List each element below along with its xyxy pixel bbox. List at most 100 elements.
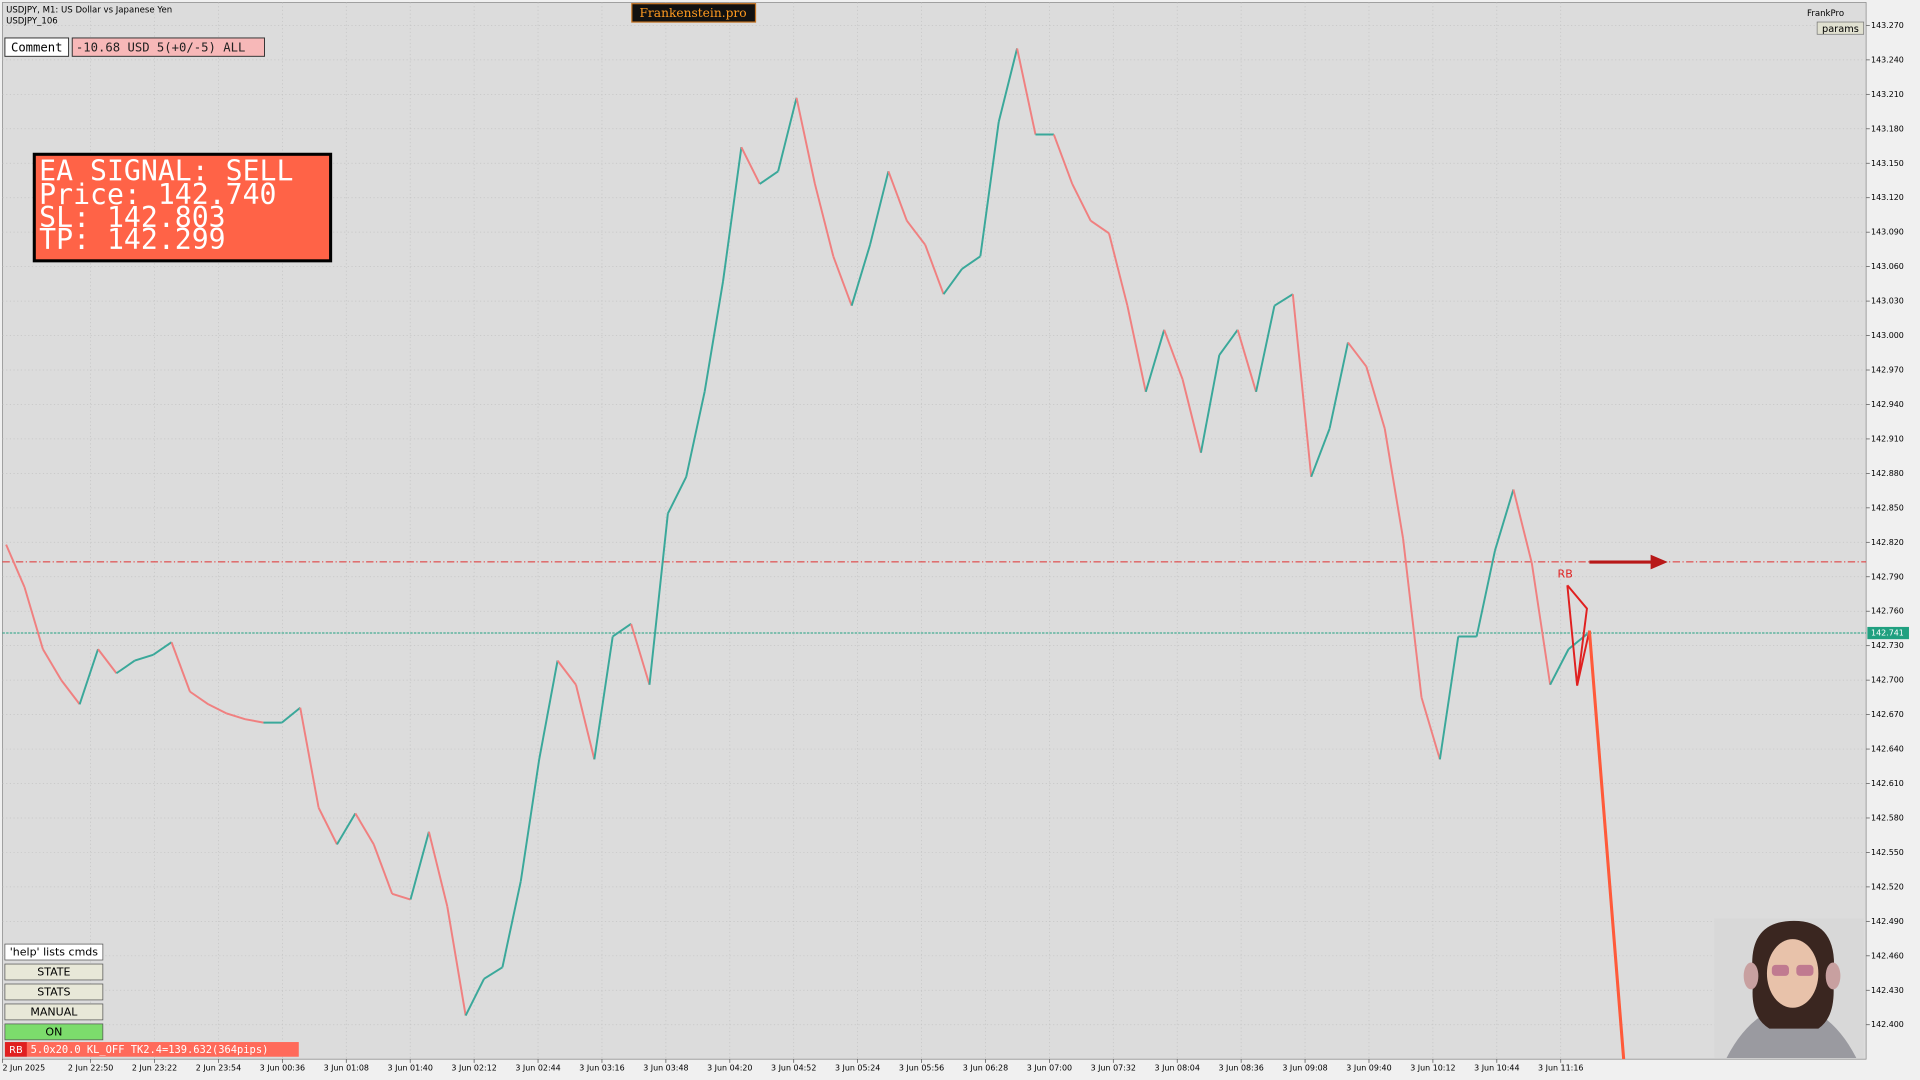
user-name: FrankPro <box>1807 9 1844 19</box>
sl-arrow-head <box>1650 554 1668 570</box>
x-tick-label: 3 Jun 02:12 <box>451 1063 496 1072</box>
y-tick-label: 142.940 <box>1871 400 1904 409</box>
params-button[interactable] <box>1816 21 1865 35</box>
x-tick-label: 3 Jun 09:08 <box>1282 1063 1327 1072</box>
avatar-glasses <box>1771 964 1789 976</box>
y-tick-label: 142.670 <box>1871 710 1904 719</box>
y-tick-label: 142.730 <box>1871 641 1904 650</box>
y-tick-label: 143.210 <box>1871 90 1904 99</box>
price-segment <box>1365 366 1386 429</box>
x-tick-label: 3 Jun 10:44 <box>1474 1063 1519 1072</box>
brand: Frankenstein.pro <box>639 6 746 20</box>
avatar-face <box>1766 939 1819 1008</box>
price-segment <box>961 255 981 270</box>
price-segment <box>1016 48 1037 135</box>
x-tick-label: 3 Jun 04:52 <box>771 1063 816 1072</box>
price-segment <box>1494 489 1515 551</box>
price-segment <box>777 97 798 172</box>
comment-label-box <box>4 37 70 57</box>
price-segment <box>1236 329 1258 393</box>
price-segment <box>1108 233 1129 306</box>
price-segment <box>759 170 779 185</box>
price-segment <box>1328 342 1349 429</box>
price-segment <box>887 170 908 222</box>
x-tick-label: 3 Jun 03:48 <box>643 1063 688 1072</box>
price-segment <box>1163 329 1184 380</box>
price-segment <box>281 706 301 724</box>
y-tick-label: 142.910 <box>1871 434 1904 443</box>
price-segment <box>703 281 724 392</box>
x-tick-label: 3 Jun 00:36 <box>260 1063 305 1072</box>
rb-shape <box>1566 584 1591 686</box>
y-tick-label: 143.060 <box>1871 262 1904 271</box>
price-segment <box>593 636 614 760</box>
y-tick-label: 142.460 <box>1871 951 1904 960</box>
price-segment <box>391 892 411 901</box>
signal-panel <box>32 152 333 263</box>
symbol-line: USDJPY, M1: US Dollar vs Japanese Yen <box>6 5 172 15</box>
rb-label: RB <box>1558 567 1573 580</box>
comment-box <box>71 37 265 57</box>
x-tick-label: 3 Jun 09:40 <box>1346 1063 1391 1072</box>
price-segment <box>60 679 81 705</box>
price-segment <box>336 812 357 845</box>
cmd-button-label: STATE <box>37 966 70 979</box>
price-segment <box>189 690 209 706</box>
status-tag: RB <box>9 1045 23 1056</box>
x-tick-label: 3 Jun 01:08 <box>324 1063 369 1072</box>
price-segment <box>1199 354 1221 453</box>
axes: 143.270 143.240 143.210 143.180 143.150 143.1… <box>2 21 1909 1072</box>
x-tick-label: 3 Jun 01:40 <box>388 1063 433 1072</box>
bid-label: 142.741 <box>1871 629 1904 638</box>
price-segment <box>1144 329 1166 393</box>
price-segment <box>1475 550 1496 637</box>
price-segment <box>427 831 449 907</box>
y-tick-label: 143.270 <box>1871 21 1904 30</box>
price-segment <box>795 97 816 185</box>
y-tick-label: 142.970 <box>1871 366 1904 375</box>
price-segment <box>5 544 26 588</box>
y-tick-label: 142.760 <box>1871 607 1904 616</box>
status-box <box>26 1042 299 1057</box>
y-tick-label: 142.850 <box>1871 503 1904 512</box>
cmd-button[interactable] <box>4 1023 104 1041</box>
x-tick-label: 3 Jun 04:20 <box>707 1063 752 1072</box>
price-segment <box>317 807 338 845</box>
price-segment <box>832 255 853 307</box>
price-segment <box>924 244 945 295</box>
price-segment <box>556 660 577 686</box>
sub-line: USDJPY_106 <box>6 16 58 26</box>
price-segment <box>1383 428 1405 540</box>
avatar-glasses <box>1796 964 1814 976</box>
status-text: 5.0x20.0 KL_OFF TK2.4=139.632(364pips) <box>31 1044 269 1056</box>
y-tick-label: 142.490 <box>1871 917 1904 926</box>
cmd-button[interactable] <box>4 963 104 981</box>
price-segment <box>244 718 264 724</box>
price-segment <box>1090 219 1110 235</box>
price-segment <box>1420 697 1441 760</box>
price-segment <box>170 641 191 692</box>
comment-text: -10.68 USD 5(+0/-5) ALL <box>76 40 245 54</box>
signal-line: SL: 142.803 <box>39 201 225 234</box>
x-tick-label: 3 Jun 07:00 <box>1027 1063 1072 1072</box>
cmd-button[interactable] <box>4 943 104 961</box>
price-segment <box>685 391 706 478</box>
price-segment <box>538 660 559 760</box>
price-segment <box>226 712 246 721</box>
x-tick-label: 2 Jun 23:22 <box>132 1063 177 1072</box>
cmd-button[interactable] <box>4 1003 104 1021</box>
price-segment <box>1347 341 1368 368</box>
price-segment <box>299 707 320 808</box>
cmd-button[interactable] <box>4 983 104 1001</box>
tp-line <box>1587 630 1626 1060</box>
avatar-headphone <box>1825 962 1841 990</box>
price-segment <box>207 703 228 715</box>
price-segment <box>519 759 541 882</box>
price-segment <box>97 648 118 674</box>
y-tick-label: 142.640 <box>1871 745 1904 754</box>
price-segment <box>666 476 688 515</box>
y-tick-label: 142.880 <box>1871 469 1904 478</box>
price-segment <box>942 268 963 295</box>
